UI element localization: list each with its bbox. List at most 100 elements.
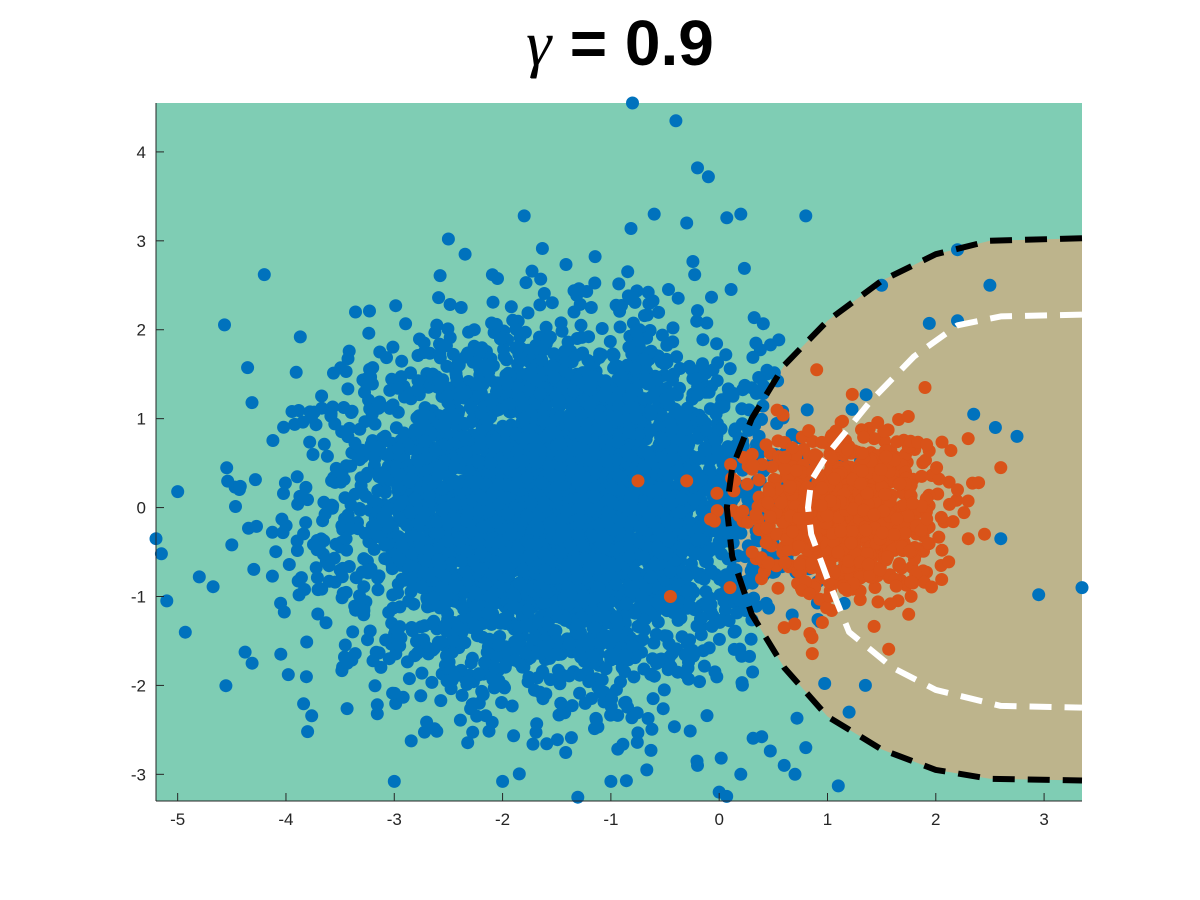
- class-a-point: [622, 391, 636, 405]
- class-a-point: [737, 261, 751, 275]
- class-a-point: [432, 564, 446, 578]
- class-a-point: [554, 449, 568, 463]
- class-a-point: [790, 711, 804, 725]
- class-a-point: [458, 417, 472, 431]
- class-a-point: [537, 546, 551, 560]
- class-a-point: [427, 614, 441, 628]
- class-a-point: [697, 659, 711, 673]
- class-a-point: [475, 491, 489, 505]
- class-a-point: [554, 316, 568, 330]
- class-a-point: [609, 577, 623, 591]
- class-a-point: [400, 655, 414, 669]
- class-a-point: [371, 571, 385, 585]
- class-a-point: [705, 290, 718, 304]
- class-a-point: [245, 656, 259, 670]
- class-a-point: [685, 643, 699, 657]
- class-a-point: [530, 510, 544, 524]
- class-a-point: [418, 463, 432, 477]
- class-a-point: [431, 553, 445, 567]
- class-a-point: [497, 350, 511, 364]
- class-a-point: [644, 570, 658, 584]
- class-a-point: [630, 411, 643, 425]
- class-a-point: [403, 505, 417, 519]
- class-a-point: [619, 597, 633, 611]
- class-a-point: [486, 607, 500, 621]
- class-a-point: [561, 335, 575, 349]
- class-a-point: [363, 304, 376, 318]
- class-a-point: [709, 407, 723, 421]
- class-a-point: [396, 540, 410, 554]
- class-a-point: [619, 774, 633, 788]
- class-a-point: [627, 401, 641, 415]
- class-a-point: [600, 631, 614, 645]
- class-a-point: [607, 348, 621, 362]
- class-a-point: [567, 305, 581, 319]
- class-a-point: [538, 414, 551, 428]
- class-a-point: [584, 503, 597, 517]
- class-a-point: [307, 538, 320, 551]
- class-a-point: [664, 565, 677, 579]
- class-a-point: [552, 531, 566, 545]
- class-a-point: [609, 612, 623, 625]
- class-a-point: [427, 475, 441, 489]
- class-a-point: [652, 653, 666, 667]
- class-a-point: [713, 588, 727, 602]
- class-a-point: [670, 350, 684, 364]
- class-a-point: [437, 458, 451, 471]
- class-a-point: [715, 547, 728, 561]
- class-a-point: [309, 561, 323, 575]
- class-a-point: [396, 690, 410, 704]
- class-a-point: [507, 600, 521, 614]
- class-a-point: [714, 751, 728, 765]
- class-a-point: [247, 562, 261, 576]
- class-a-point: [551, 663, 565, 677]
- class-a-point: [562, 669, 576, 683]
- class-a-point: [353, 502, 366, 515]
- class-a-point: [492, 535, 506, 549]
- class-a-point: [483, 456, 497, 470]
- class-a-point: [343, 522, 357, 536]
- class-a-point: [521, 603, 535, 617]
- class-a-point: [764, 338, 777, 352]
- class-a-point: [599, 454, 613, 468]
- class-a-point: [553, 677, 567, 691]
- class-a-point: [632, 427, 646, 441]
- class-a-point: [710, 525, 724, 539]
- class-a-point: [459, 514, 473, 528]
- class-a-point: [241, 361, 255, 375]
- class-a-point: [662, 283, 675, 296]
- class-a-point: [509, 341, 523, 355]
- class-a-point: [552, 394, 566, 408]
- class-a-point: [304, 410, 318, 424]
- class-a-point: [306, 448, 320, 461]
- class-a-point: [672, 464, 686, 478]
- class-a-point: [540, 616, 554, 630]
- class-a-point: [475, 684, 489, 698]
- class-a-point: [621, 265, 635, 279]
- class-a-point: [464, 475, 478, 489]
- class-a-point: [588, 276, 602, 290]
- class-a-point: [418, 506, 431, 520]
- class-a-point: [699, 443, 713, 457]
- class-a-point: [612, 277, 626, 291]
- class-a-point: [559, 258, 573, 271]
- class-a-point: [538, 563, 552, 577]
- class-a-point: [488, 440, 502, 454]
- class-a-point: [671, 613, 685, 627]
- class-a-point: [277, 605, 291, 619]
- class-a-point: [683, 724, 697, 738]
- class-a-point: [646, 692, 660, 706]
- class-a-point: [318, 507, 332, 521]
- class-a-point: [520, 509, 534, 523]
- class-a-point: [554, 546, 568, 560]
- class-a-point: [399, 317, 413, 331]
- class-a-point: [512, 767, 526, 781]
- class-a-point: [598, 541, 612, 555]
- class-a-point: [473, 562, 487, 576]
- class-a-point: [391, 381, 404, 395]
- class-a-point: [547, 370, 561, 384]
- class-a-point: [338, 650, 351, 664]
- class-a-point: [595, 322, 609, 335]
- class-a-point: [654, 408, 668, 422]
